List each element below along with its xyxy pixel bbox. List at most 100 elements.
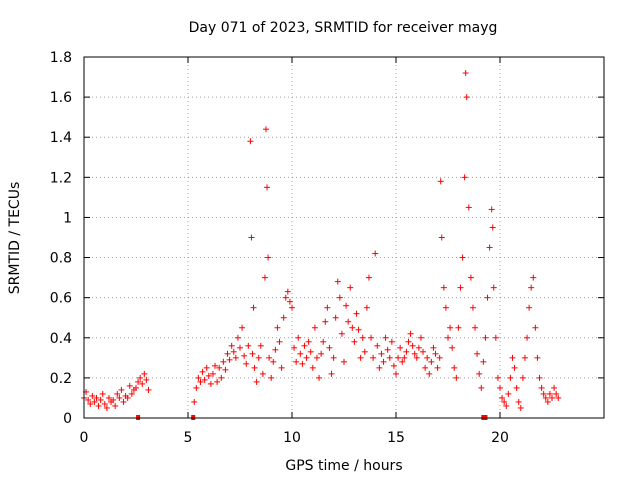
data-points	[81, 70, 562, 420]
data-point	[489, 224, 496, 231]
data-point	[542, 394, 549, 401]
data-point	[270, 358, 277, 365]
data-point	[349, 324, 356, 331]
data-point	[486, 244, 493, 251]
data-point	[428, 358, 435, 365]
data-point	[365, 274, 372, 281]
data-point	[409, 342, 416, 349]
data-point	[345, 318, 352, 325]
data-point	[351, 338, 358, 345]
data-point	[286, 298, 293, 305]
data-point	[299, 360, 306, 367]
data-point	[544, 398, 551, 405]
data-point	[338, 330, 345, 337]
data-point	[434, 364, 441, 371]
data-point	[318, 350, 325, 357]
data-point	[517, 404, 524, 411]
data-point	[232, 354, 239, 361]
data-point	[135, 378, 142, 385]
data-point	[214, 378, 221, 385]
data-point	[347, 284, 354, 291]
data-point	[361, 348, 368, 355]
data-point	[118, 386, 125, 393]
data-point	[324, 304, 331, 311]
data-point	[490, 284, 497, 291]
data-point	[263, 126, 269, 133]
data-point	[120, 398, 127, 405]
data-point	[85, 396, 92, 403]
data-point	[205, 372, 212, 379]
data-point	[307, 348, 314, 355]
data-point	[91, 398, 98, 405]
data-point	[128, 390, 135, 397]
data-point	[463, 94, 470, 101]
chart-title: Day 071 of 2023, SRMTID for receiver may…	[189, 20, 498, 36]
data-point	[453, 374, 460, 381]
data-point	[278, 364, 285, 371]
data-point	[519, 374, 526, 381]
data-point	[266, 354, 273, 361]
data-point	[492, 334, 499, 341]
data-point	[462, 70, 469, 77]
data-point	[261, 274, 268, 281]
data-point	[476, 370, 483, 377]
data-point	[330, 354, 337, 361]
data-point	[380, 358, 387, 365]
data-point	[316, 374, 323, 381]
y-tick-label: 1.4	[50, 130, 72, 146]
data-point	[222, 366, 229, 373]
data-point	[551, 384, 558, 391]
data-point	[538, 384, 545, 391]
data-point	[399, 358, 406, 365]
data-point	[272, 346, 279, 353]
data-point	[437, 178, 444, 185]
data-point	[191, 398, 198, 405]
axis-ticks	[83, 56, 604, 419]
data-point	[247, 138, 254, 145]
data-point	[436, 354, 443, 361]
data-point	[532, 324, 539, 331]
data-point	[413, 354, 420, 361]
data-point	[334, 278, 341, 285]
data-point	[505, 390, 512, 397]
data-point	[216, 364, 223, 371]
data-point	[212, 362, 219, 369]
data-point	[461, 174, 468, 181]
data-point	[197, 378, 204, 385]
data-point	[195, 374, 202, 381]
data-point	[507, 374, 514, 381]
data-point	[353, 310, 360, 317]
data-point	[264, 184, 271, 191]
y-tick-label: 1.2	[50, 170, 72, 186]
data-point	[301, 342, 308, 349]
data-point	[295, 334, 302, 341]
data-point	[540, 390, 547, 397]
data-point	[420, 348, 427, 355]
data-point	[336, 294, 343, 301]
data-point	[201, 376, 208, 383]
data-point	[239, 324, 246, 331]
data-point	[145, 386, 152, 393]
data-point	[526, 304, 533, 311]
data-point	[378, 350, 385, 357]
data-point	[282, 294, 289, 301]
data-point	[87, 400, 94, 407]
data-point	[207, 380, 214, 387]
x-tick-label: 20	[491, 430, 509, 446]
data-point	[447, 324, 454, 331]
data-point	[422, 364, 429, 371]
data-point	[372, 250, 379, 257]
data-point	[112, 402, 119, 409]
data-point	[143, 376, 150, 383]
data-point	[230, 348, 237, 355]
data-point	[133, 384, 139, 391]
data-point	[511, 364, 518, 371]
data-point	[114, 390, 121, 397]
data-point	[474, 350, 481, 357]
plot-frame	[83, 56, 605, 419]
data-point	[403, 348, 410, 355]
x-tick-label: 5	[184, 430, 193, 446]
data-point	[501, 398, 508, 405]
data-point	[397, 344, 404, 351]
data-point	[376, 364, 383, 371]
